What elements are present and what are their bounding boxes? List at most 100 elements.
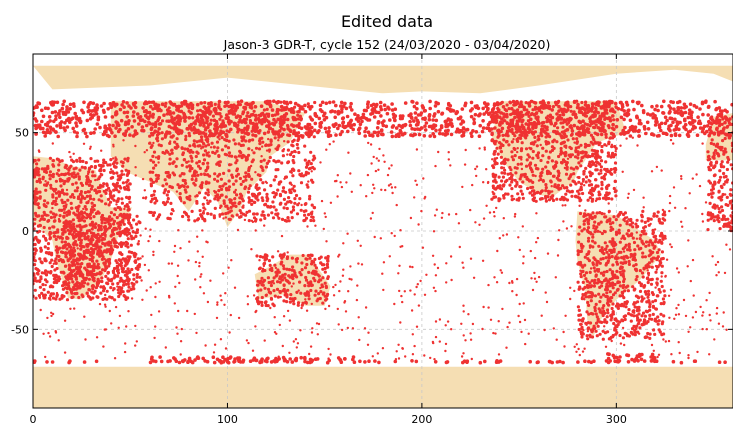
data-point xyxy=(287,274,291,278)
data-point xyxy=(98,175,102,179)
data-point xyxy=(298,172,302,177)
data-point xyxy=(79,241,83,245)
data-point xyxy=(323,111,327,116)
data-point xyxy=(353,112,357,116)
data-point xyxy=(99,245,103,249)
data-point xyxy=(324,284,328,288)
data-point xyxy=(206,212,210,216)
data-point xyxy=(195,150,199,154)
data-point xyxy=(255,297,259,301)
data-point xyxy=(304,131,309,135)
data-point xyxy=(89,297,93,301)
data-point xyxy=(600,180,604,184)
data-point xyxy=(103,217,107,222)
data-point xyxy=(48,119,52,123)
data-point xyxy=(500,171,504,175)
data-point xyxy=(599,159,604,163)
data-point xyxy=(602,112,606,116)
data-point xyxy=(521,173,525,177)
data-point xyxy=(37,158,41,162)
data-point xyxy=(278,192,282,197)
data-point xyxy=(339,360,344,365)
data-point xyxy=(646,271,651,275)
data-point xyxy=(232,138,236,142)
data-point xyxy=(307,270,311,274)
data-point xyxy=(525,108,529,112)
data-point xyxy=(114,110,119,114)
data-point xyxy=(155,136,159,140)
data-point xyxy=(119,288,123,292)
data-point xyxy=(601,257,605,261)
data-point xyxy=(224,212,228,216)
data-point xyxy=(372,115,377,119)
data-point xyxy=(580,151,585,155)
data-point xyxy=(74,277,78,281)
data-point xyxy=(533,140,537,144)
data-point xyxy=(614,189,618,193)
data-point xyxy=(379,107,384,112)
data-point xyxy=(108,200,113,204)
data-point xyxy=(254,186,258,190)
data-point xyxy=(533,163,538,167)
data-point xyxy=(118,177,122,181)
data-point xyxy=(498,359,503,363)
data-point xyxy=(196,144,200,148)
data-point xyxy=(544,199,549,203)
data-point xyxy=(607,352,611,357)
data-point xyxy=(498,197,502,201)
data-point xyxy=(69,290,74,294)
data-point xyxy=(108,163,112,167)
data-point xyxy=(270,108,275,112)
data-point xyxy=(662,99,666,104)
data-point xyxy=(229,127,233,132)
data-point xyxy=(461,360,465,365)
data-point xyxy=(232,103,236,107)
data-point xyxy=(645,120,650,125)
data-point xyxy=(244,102,248,106)
data-point xyxy=(87,263,91,268)
data-point xyxy=(477,113,482,117)
data-point xyxy=(313,128,317,133)
data-point xyxy=(58,109,62,113)
data-point xyxy=(533,191,537,196)
data-point xyxy=(275,100,279,104)
data-point xyxy=(519,100,523,104)
data-point xyxy=(92,208,96,212)
data-point xyxy=(40,271,44,275)
data-point xyxy=(50,264,54,269)
data-point xyxy=(282,283,286,287)
data-point xyxy=(80,216,84,220)
data-point xyxy=(536,134,541,138)
data-point xyxy=(306,102,310,106)
data-point xyxy=(281,107,286,112)
data-point xyxy=(361,112,366,117)
data-point xyxy=(117,190,121,194)
data-point xyxy=(183,118,187,122)
data-point xyxy=(635,114,639,119)
data-point xyxy=(614,146,618,151)
data-point xyxy=(173,125,177,129)
data-point xyxy=(71,280,75,284)
data-point xyxy=(152,166,156,170)
data-point xyxy=(75,261,79,265)
data-point xyxy=(216,196,221,200)
data-point xyxy=(316,297,320,301)
data-point xyxy=(281,255,285,259)
data-point xyxy=(61,250,65,255)
data-point xyxy=(168,110,172,114)
data-point xyxy=(72,171,76,175)
data-point xyxy=(70,206,74,210)
data-point xyxy=(314,289,318,293)
data-point xyxy=(618,100,623,105)
data-point xyxy=(471,129,475,133)
data-point xyxy=(111,248,115,252)
data-point xyxy=(41,130,46,135)
data-point xyxy=(182,111,186,115)
data-point xyxy=(162,201,166,205)
data-point xyxy=(262,131,267,136)
data-point xyxy=(103,263,107,267)
data-point xyxy=(117,263,122,267)
data-point xyxy=(127,285,131,289)
data-point xyxy=(210,141,214,145)
data-point xyxy=(511,131,515,136)
